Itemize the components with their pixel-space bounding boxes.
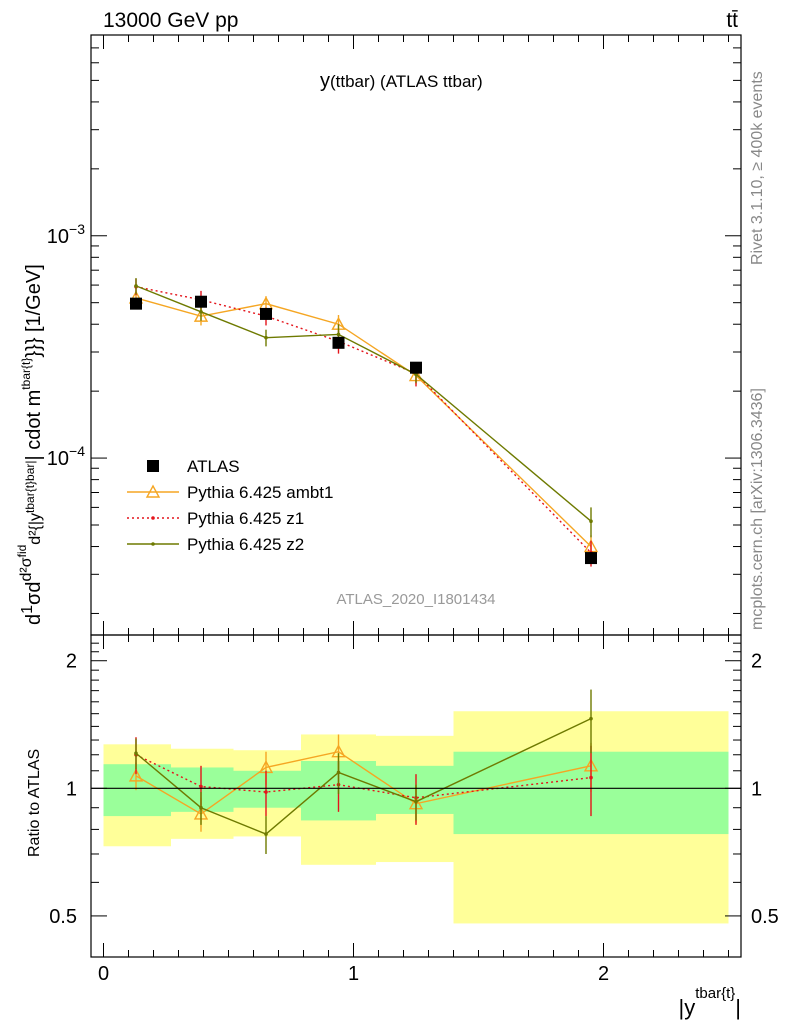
x-axis-label: |ytbar{t}| bbox=[679, 985, 741, 1020]
analysis-id-label: ATLAS_2020_I1801434 bbox=[336, 591, 495, 608]
ratio-tick-label-right: 0.5 bbox=[751, 906, 779, 928]
axis-tick-labels: 0 1 2 10−3 10−4 0.5 0.5 1 1 2 2 bbox=[47, 221, 779, 985]
z1-data-point bbox=[589, 775, 593, 780]
y-tick-label: 10−3 bbox=[47, 221, 85, 248]
legend-label: Pythia 6.425 ambt1 bbox=[187, 483, 333, 502]
z2-data-point bbox=[264, 832, 268, 836]
series-line-z2 bbox=[135, 285, 592, 522]
ratio-tick-label-right: 1 bbox=[751, 778, 762, 800]
ambt1-data-point bbox=[128, 768, 144, 782]
legend-entry-atlas: ATLAS bbox=[147, 457, 240, 476]
z2-data-point bbox=[414, 799, 418, 804]
axis-ticks bbox=[91, 34, 741, 958]
z2-data-point bbox=[589, 716, 593, 721]
atlas-data-point bbox=[410, 361, 422, 374]
plot-title-rest: (ttbar) (ATLAS ttbar) bbox=[330, 72, 483, 91]
process-label: tt̄ bbox=[726, 9, 738, 32]
atlas-data-point bbox=[195, 295, 207, 308]
z1-data-point bbox=[151, 516, 155, 520]
z2-data-point bbox=[134, 751, 138, 756]
legend-marker bbox=[147, 460, 159, 472]
plot-title-main: y bbox=[320, 70, 330, 92]
ratio-y-axis-label: Ratio to ATLAS bbox=[26, 749, 43, 857]
legend-entry-ambt1: Pythia 6.425 ambt1 bbox=[127, 483, 333, 502]
ratio-tick-label: 0.5 bbox=[49, 906, 77, 928]
z2-data-point bbox=[134, 284, 138, 288]
z2-data-point bbox=[264, 335, 268, 340]
atlas-data-point bbox=[332, 336, 345, 349]
z2-data-point bbox=[151, 542, 155, 546]
main-y-axis-label: d1σdd²σfidd²{|ytbar{t}bar|| cdot mtbar{t… bbox=[15, 264, 45, 625]
legend-label: Pythia 6.425 z1 bbox=[187, 509, 304, 528]
atlas-data-point bbox=[130, 297, 142, 310]
x-tick-label: 2 bbox=[598, 963, 609, 985]
y-tick-label: 10−4 bbox=[47, 443, 85, 470]
atlas-data-point bbox=[585, 552, 597, 565]
collision-energy-label: 13000 GeV pp bbox=[103, 9, 238, 32]
z2-data-point bbox=[336, 770, 341, 775]
series-line-z1 bbox=[135, 286, 592, 554]
mcplots-label: mcplots.cern.ch [arXiv:1306.3436] bbox=[749, 388, 766, 630]
z1-data-point bbox=[264, 790, 268, 794]
ratio-inner-band bbox=[233, 770, 301, 808]
z2-data-point bbox=[199, 309, 203, 314]
legend-entry-z1: Pythia 6.425 z1 bbox=[127, 509, 304, 528]
z2-data-point bbox=[336, 332, 341, 337]
ratio-line-z1 bbox=[135, 754, 592, 799]
ratio-tick-label-right: 2 bbox=[751, 651, 762, 673]
x-tick-label: 0 bbox=[98, 963, 109, 985]
ratio-tick-label: 2 bbox=[66, 651, 77, 673]
ambt1-data-point bbox=[193, 308, 209, 322]
ambt1-data-point bbox=[145, 484, 161, 498]
z2-data-point bbox=[589, 519, 593, 524]
atlas-data-point bbox=[260, 307, 272, 320]
rivet-version-label: Rivet 3.1.10, ≥ 400k events bbox=[749, 71, 766, 265]
legend-label: Pythia 6.425 z2 bbox=[187, 535, 304, 554]
series-layer bbox=[128, 278, 599, 854]
ratio-inner-band bbox=[171, 767, 234, 812]
legend-label: ATLAS bbox=[187, 457, 240, 476]
z1-data-point bbox=[199, 784, 203, 789]
plot-title: y(ttbar) (ATLAS ttbar) bbox=[320, 70, 483, 92]
x-tick-label: 1 bbox=[348, 963, 359, 985]
ratio-line-ambt1 bbox=[135, 750, 592, 815]
z2-data-point bbox=[199, 805, 203, 810]
series-atlas bbox=[130, 295, 597, 565]
ratio-tick-label: 1 bbox=[66, 778, 77, 800]
ratio-plot-frame bbox=[90, 634, 742, 958]
legend: ATLAS Pythia 6.425 ambt1 Pythia 6.425 z1 Py… bbox=[127, 457, 333, 554]
legend-entry-z2: Pythia 6.425 z2 bbox=[127, 535, 304, 554]
